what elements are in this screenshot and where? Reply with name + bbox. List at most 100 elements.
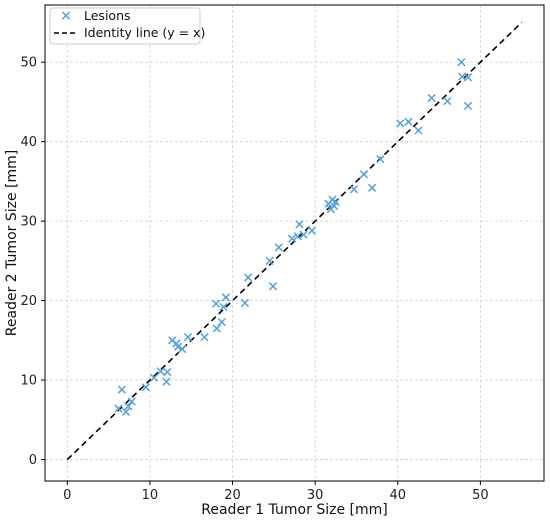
lesion-point xyxy=(359,170,369,179)
lesion-point-stroke xyxy=(349,185,359,194)
y-axis-label: Reader 2 Tumor Size [mm] xyxy=(4,150,20,336)
lesion-point-stroke xyxy=(212,324,221,333)
y-tick-label: 0 xyxy=(29,453,37,468)
lesion-point xyxy=(156,367,165,376)
y-axis-ticks: 0 10 20 30 40 50 xyxy=(20,56,45,468)
x-axis-ticks: 0 10 20 30 40 50 xyxy=(63,481,489,503)
lesion-point-stroke xyxy=(217,317,226,327)
lesion-point xyxy=(368,183,377,192)
y-tick-label: 40 xyxy=(20,135,37,150)
lesion-point xyxy=(404,117,413,126)
lesion-point-stroke xyxy=(396,119,405,128)
lesion-point xyxy=(396,119,405,128)
lesion-point-stroke xyxy=(183,333,193,342)
legend-marker-stroke xyxy=(61,11,71,20)
lesion-point-stroke xyxy=(457,58,466,67)
lesion-point xyxy=(217,317,226,327)
lesion-point xyxy=(200,333,209,342)
lesion-point-stroke xyxy=(427,93,436,103)
lesion-point-stroke xyxy=(172,339,181,348)
lesion-point xyxy=(349,185,359,194)
lesion-point xyxy=(427,93,436,103)
lesion-point xyxy=(114,404,123,413)
lesion-point xyxy=(212,324,221,333)
lesion-point xyxy=(121,407,131,416)
y-tick-label: 10 xyxy=(20,374,37,389)
lesion-point-stroke xyxy=(221,293,231,302)
lesion-point xyxy=(307,226,316,235)
lesion-point-stroke xyxy=(359,170,369,179)
legend-box xyxy=(49,7,201,45)
lesion-point-stroke xyxy=(244,273,253,282)
lesion-point-stroke xyxy=(414,126,423,135)
lesion-point-stroke xyxy=(168,336,177,345)
lesion-point-stroke xyxy=(121,407,131,416)
y-tick-label: 50 xyxy=(20,56,37,71)
legend-label-lesions: Lesions xyxy=(84,8,131,23)
lesion-point xyxy=(149,373,159,382)
lesion-point xyxy=(127,397,136,406)
y-tick-label: 30 xyxy=(20,215,37,230)
lesion-point xyxy=(141,383,150,392)
lesion-point xyxy=(244,273,253,282)
lesion-point-stroke xyxy=(368,183,377,192)
lesion-point-stroke xyxy=(265,256,274,266)
lesion-point-stroke xyxy=(114,404,123,413)
lesion-point xyxy=(299,230,308,239)
x-tick-label: 20 xyxy=(224,488,241,503)
lesion-point xyxy=(240,298,250,308)
lesion-point-stroke xyxy=(443,97,452,106)
lesion-points xyxy=(114,58,473,416)
lesion-point xyxy=(414,126,423,135)
lesion-point-stroke xyxy=(274,243,283,252)
lesion-point-stroke xyxy=(173,342,183,351)
lesion-point xyxy=(331,197,340,207)
lesion-point xyxy=(463,73,473,82)
lesion-point-stroke xyxy=(295,220,304,229)
lesion-point-stroke xyxy=(287,234,297,243)
lesion-point-stroke xyxy=(299,230,308,239)
lesion-point xyxy=(268,282,278,291)
lesion-point-stroke xyxy=(149,373,159,382)
lesion-point xyxy=(265,256,274,266)
lesion-point-stroke xyxy=(124,402,133,411)
lesion-point xyxy=(183,333,193,342)
lesion-point-stroke xyxy=(178,344,187,354)
x-tick-label: 40 xyxy=(389,488,406,503)
x-tick-label: 0 xyxy=(63,488,71,503)
legend-marker-lesions xyxy=(61,11,71,20)
plot-frame xyxy=(44,4,545,482)
lesion-point xyxy=(274,243,283,252)
lesion-point xyxy=(221,293,231,302)
lesion-point xyxy=(219,302,228,312)
lesion-point-stroke xyxy=(307,226,316,235)
lesion-point-stroke xyxy=(268,282,278,291)
x-tick-label: 10 xyxy=(142,488,159,503)
lesion-point xyxy=(211,299,221,308)
lesion-point-stroke xyxy=(127,397,136,406)
legend: Lesions Identity line (y = x) xyxy=(49,7,205,45)
lesion-point xyxy=(124,402,133,411)
lesion-point-stroke xyxy=(211,299,221,308)
lesion-point-stroke xyxy=(162,377,171,386)
lesion-point xyxy=(117,385,126,394)
lesion-point-stroke xyxy=(293,232,302,241)
x-tick-label: 30 xyxy=(307,488,324,503)
lesion-point-stroke xyxy=(141,383,150,392)
lesion-point xyxy=(162,377,171,386)
lesion-point xyxy=(173,342,183,351)
lesion-point-stroke xyxy=(156,367,165,376)
lesion-point xyxy=(443,97,452,106)
lesion-point-stroke xyxy=(331,197,340,207)
x-tick-label: 50 xyxy=(472,488,489,503)
lesion-point-stroke xyxy=(163,368,172,377)
lesion-point-stroke xyxy=(376,155,385,164)
lesion-point-stroke xyxy=(117,385,126,394)
legend-label-identity-line: Identity line (y = x) xyxy=(84,25,205,40)
lesion-point-stroke xyxy=(404,117,413,126)
lesion-point xyxy=(293,232,302,241)
lesion-point xyxy=(178,344,187,354)
lesion-point xyxy=(287,234,297,243)
lesion-point xyxy=(163,368,172,377)
